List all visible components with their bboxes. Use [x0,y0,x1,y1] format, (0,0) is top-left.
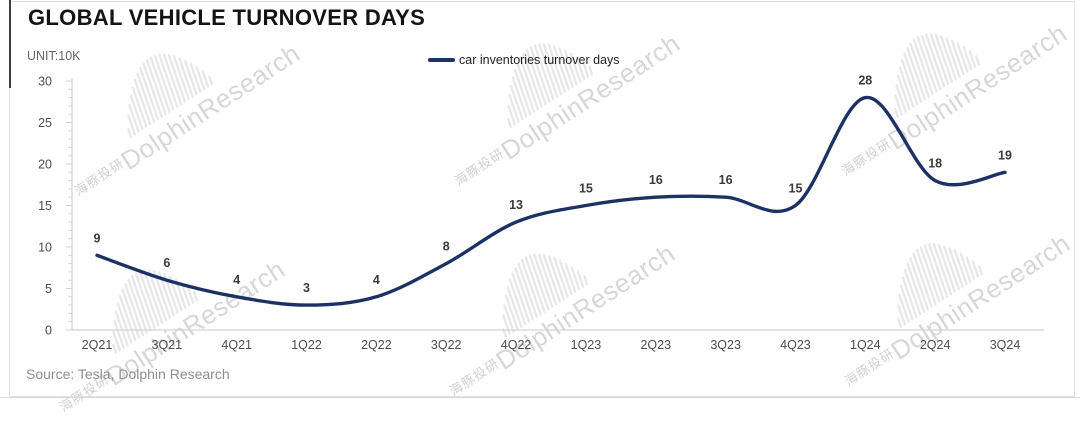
data-label: 15 [789,182,803,196]
data-label: 15 [579,182,593,196]
data-label: 6 [163,256,170,270]
y-tick-label: 15 [38,199,52,213]
x-tick-label: 2Q23 [640,338,671,352]
data-label: 16 [649,173,663,187]
data-label: 9 [94,231,101,245]
x-tick-label: 1Q23 [571,338,602,352]
data-label: 13 [509,198,523,212]
data-label: 4 [233,273,240,287]
y-tick-label: 5 [45,282,52,296]
data-label: 3 [303,281,310,295]
x-tick-label: 4Q21 [221,338,252,352]
x-tick-label: 2Q21 [82,338,113,352]
x-tick-label: 4Q22 [501,338,532,352]
x-tick-label: 3Q21 [152,338,183,352]
y-tick-label: 0 [45,324,52,338]
x-tick-label: 2Q22 [361,338,392,352]
source-note: Source: Tesla, Dolphin Research [26,366,230,382]
x-tick-label: 3Q24 [990,338,1021,352]
x-tick-label: 2Q24 [920,338,951,352]
turnover-line-chart: 0 5 10 15 20 25 30 2Q21 3Q21 4Q21 1Q22 2Q22 3Q22 4Q22… [38,74,1044,352]
y-tick-label: 20 [38,158,52,172]
data-label: 16 [719,173,733,187]
page-title: GLOBAL VEHICLE TURNOVER DAYS [28,5,426,30]
bottom-rule [0,397,1080,398]
series-line [95,95,1007,307]
y-axis-labels: 0 5 10 15 20 25 30 [38,75,52,338]
data-label: 8 [443,240,450,254]
x-tick-label: 3Q23 [710,338,741,352]
left-dark-edge [9,0,11,88]
data-labels: 9 6 4 3 4 8 13 15 16 16 15 28 18 19 [94,74,1012,296]
y-axis [66,78,73,331]
data-label: 18 [928,157,942,171]
unit-label: UNIT:10K [27,49,81,63]
y-tick-label: 10 [38,241,52,255]
y-tick-label: 30 [38,75,52,89]
x-tick-label: 1Q24 [850,338,881,352]
x-axis-labels: 2Q21 3Q21 4Q21 1Q22 2Q22 3Q22 4Q22 1Q23 2Q23 3Q23… [82,338,1021,352]
x-tick-label: 4Q23 [780,338,811,352]
x-tick-label: 3Q22 [431,338,462,352]
data-label: 28 [858,74,872,88]
data-label: 19 [998,148,1012,162]
legend-line-icon [428,58,455,62]
y-tick-label: 25 [38,116,52,130]
data-label: 4 [373,273,380,287]
x-tick-label: 1Q22 [291,338,322,352]
